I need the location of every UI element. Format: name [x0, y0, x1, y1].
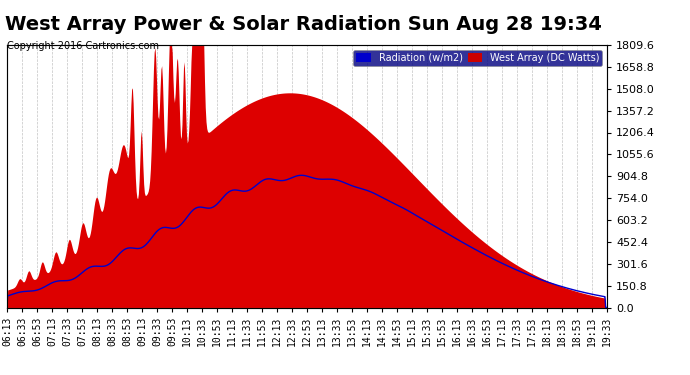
Text: Copyright 2016 Cartronics.com: Copyright 2016 Cartronics.com [7, 41, 159, 51]
Text: West Array Power & Solar Radiation Sun Aug 28 19:34: West Array Power & Solar Radiation Sun A… [5, 15, 602, 34]
Legend: Radiation (w/m2), West Array (DC Watts): Radiation (w/m2), West Array (DC Watts) [353, 50, 602, 66]
